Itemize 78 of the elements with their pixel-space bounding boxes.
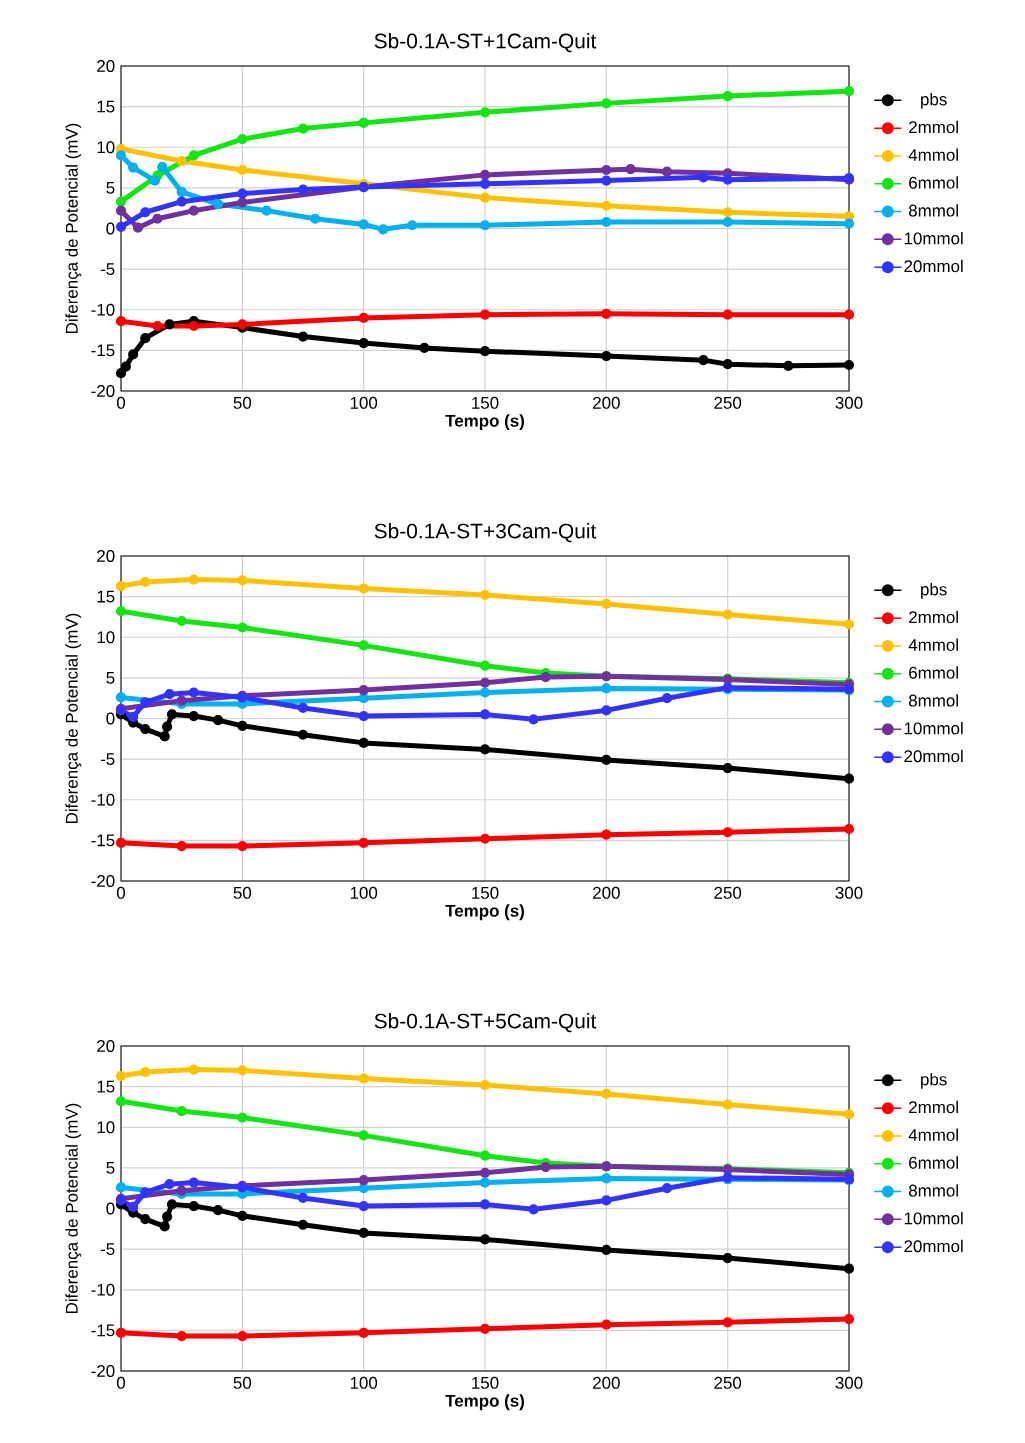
y-tick-label: 5	[106, 1161, 115, 1174]
legend-label: 6mmol	[909, 1156, 958, 1169]
x-tick-label: 200	[593, 396, 620, 409]
y-tick-label: -15	[91, 834, 115, 847]
x-tick-label: 50	[233, 396, 252, 409]
chart-title: Sb-0.1A-ST+3Cam-Quit	[374, 523, 597, 543]
legend-label: 2mmol	[909, 610, 958, 624]
x-tick-label: 0	[116, 396, 126, 409]
x-tick-label: 50	[233, 886, 252, 899]
legend-label: 6mmol	[909, 666, 958, 679]
y-tick-label: 0	[106, 712, 115, 725]
chart-title: Sb-0.1A-ST+5Cam-Quit	[374, 1013, 597, 1033]
y-axis-title: Diferença de Potencial (mV)	[65, 1103, 82, 1314]
y-tick-label: 20	[97, 60, 115, 72]
legend-label: 4mmol	[908, 638, 958, 651]
x-tick-label: 150	[472, 396, 499, 409]
x-tick-label: 100	[350, 886, 378, 899]
y-tick-label: 0	[106, 1202, 115, 1215]
legend-label: pbs	[921, 1072, 947, 1089]
y-tick-label: -5	[100, 1243, 115, 1256]
y-tick-label: 10	[97, 1121, 115, 1134]
y-tick-label: 20	[97, 1040, 115, 1053]
legend-label: 4mmol	[908, 1128, 958, 1141]
y-tick-label: 15	[97, 1080, 115, 1093]
y-tick-label: -10	[91, 793, 115, 806]
y-tick-label: 10	[97, 631, 115, 644]
y-tick-label: -10	[91, 1283, 115, 1296]
legend-label: 8mmol	[908, 694, 958, 707]
x-tick-label: 0	[116, 886, 126, 899]
legend-label: 20mmol	[904, 749, 963, 763]
y-tick-label: -15	[91, 1324, 115, 1337]
y-tick-label: -20	[91, 875, 115, 888]
legend-label: pbs	[921, 92, 947, 109]
y-tick-label: -15	[91, 344, 115, 357]
x-tick-label: 250	[714, 396, 742, 409]
chart-title: Sb-0.1A-ST+1Cam-Quit	[374, 33, 597, 53]
y-tick-label: -20	[91, 385, 115, 398]
y-tick-label: -5	[100, 263, 115, 276]
y-tick-label: -10	[91, 303, 115, 316]
legend-label: 20mmol	[904, 259, 963, 273]
legend-label: 6mmol	[909, 176, 958, 189]
y-tick-label: 0	[106, 222, 115, 235]
x-tick-label: 100	[350, 1376, 378, 1389]
y-tick-label: 5	[106, 671, 115, 684]
y-axis-title: Diferença de Potencial (mV)	[65, 123, 82, 334]
y-tick-label: 15	[97, 100, 115, 113]
x-axis-title: Tempo (s)	[445, 1394, 524, 1411]
x-tick-label: 150	[472, 1376, 499, 1389]
x-tick-label: 250	[714, 886, 742, 899]
y-axis-title: Diferença de Potencial (mV)	[65, 613, 82, 824]
y-tick-label: 10	[97, 141, 115, 154]
x-tick-label: 50	[233, 1376, 252, 1389]
x-axis-title: Tempo (s)	[445, 414, 524, 431]
legend-label: 8mmol	[908, 1184, 958, 1197]
x-axis-title: Tempo (s)	[445, 904, 524, 921]
x-tick-label: 300	[835, 396, 863, 409]
y-tick-label: 20	[97, 550, 115, 563]
legend-label: 8mmol	[908, 204, 958, 217]
y-tick-label: -5	[100, 753, 115, 766]
x-tick-label: 150	[472, 886, 499, 899]
x-tick-label: 300	[835, 1376, 863, 1389]
x-tick-label: 0	[116, 1376, 126, 1389]
y-tick-label: 15	[97, 590, 115, 603]
legend-label: 2mmol	[909, 120, 958, 134]
x-tick-label: 100	[350, 396, 378, 409]
y-tick-label: 5	[106, 181, 115, 194]
y-tick-label: -20	[91, 1365, 115, 1378]
x-tick-label: 200	[593, 1376, 620, 1389]
legend-label: pbs	[921, 582, 947, 599]
legend-label: 10mmol	[904, 231, 963, 245]
x-tick-label: 250	[714, 1376, 742, 1389]
legend-label: 20mmol	[904, 1239, 963, 1253]
legend-label: 4mmol	[908, 148, 958, 161]
legend-label: 10mmol	[904, 1211, 963, 1225]
legend-label: 10mmol	[904, 721, 963, 735]
legend-label: 2mmol	[909, 1100, 958, 1114]
x-tick-label: 300	[835, 886, 863, 899]
x-tick-label: 200	[593, 886, 620, 899]
